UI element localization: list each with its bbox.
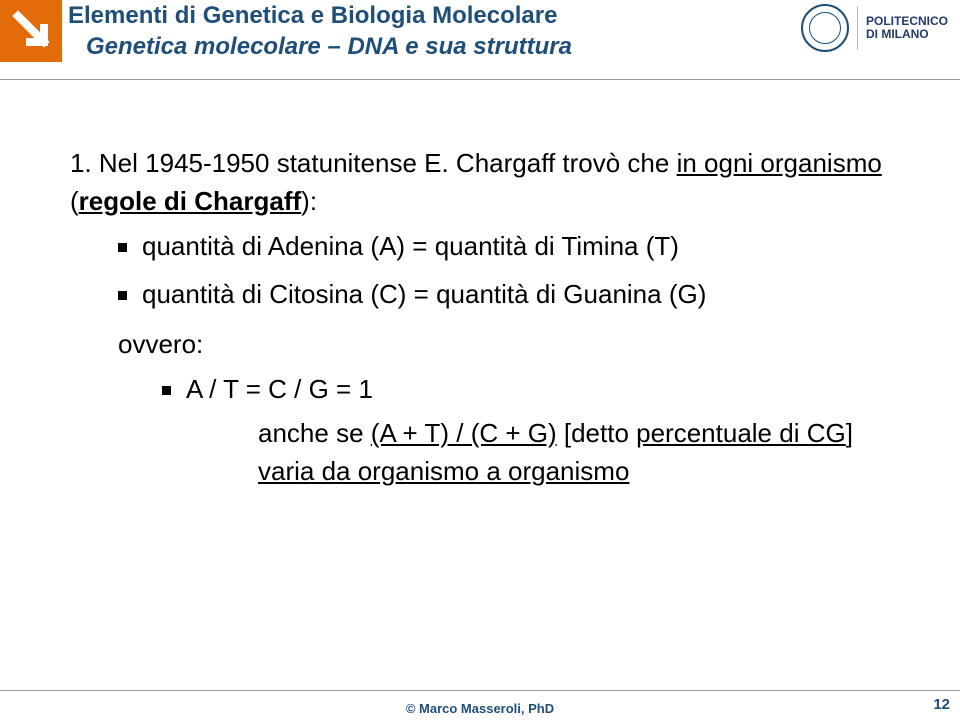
institution-logo: POLITECNICO DI MILANO bbox=[801, 4, 948, 52]
sub-prefix: anche se bbox=[258, 418, 371, 448]
p1-underline-1: in ogni organismo bbox=[677, 148, 882, 178]
brand-line2: DI MILANO bbox=[866, 28, 948, 41]
sub-note: anche se (A + T) / (C + G) [detto percen… bbox=[258, 415, 900, 490]
p1-prefix: 1. Nel 1945-1950 statunitense E. Chargaf… bbox=[70, 148, 677, 178]
slide-body: 1. Nel 1945-1950 statunitense E. Chargaf… bbox=[70, 145, 900, 499]
sub-mid: [detto bbox=[557, 418, 637, 448]
paragraph-1: 1. Nel 1945-1950 statunitense E. Chargaf… bbox=[70, 145, 900, 220]
page-number: 12 bbox=[933, 696, 950, 713]
bullet-ratio: A / T = C / G = 1 anche se (A + T) / (C … bbox=[162, 371, 900, 490]
seal-icon bbox=[801, 4, 849, 52]
title-block: Elementi di Genetica e Biologia Molecola… bbox=[68, 2, 572, 63]
copyright: © Marco Masseroli, PhD bbox=[406, 701, 554, 716]
p1-rule-name: regole di Chargaff bbox=[79, 186, 301, 216]
sub-u1: (A + T) / (C + G) bbox=[371, 418, 557, 448]
p1-suffix: ): bbox=[301, 186, 317, 216]
p1-mid: ( bbox=[70, 186, 79, 216]
logo-divider bbox=[857, 6, 858, 50]
ratio-text: A / T = C / G = 1 bbox=[186, 374, 373, 404]
title-sub: Genetica molecolare – DNA e sua struttur… bbox=[86, 31, 572, 63]
title-main: Elementi di Genetica e Biologia Molecola… bbox=[68, 2, 572, 31]
sub-after-u2: ] bbox=[846, 418, 853, 448]
bullet-list-2: A / T = C / G = 1 anche se (A + T) / (C … bbox=[162, 371, 900, 490]
slide-footer: © Marco Masseroli, PhD 12 bbox=[0, 690, 960, 716]
brand-text: POLITECNICO DI MILANO bbox=[866, 15, 948, 41]
bullet-2: quantità di Citosina (C) = quantità di G… bbox=[118, 276, 900, 314]
bullet-list-1: quantità di Adenina (A) = quantità di Ti… bbox=[118, 228, 900, 313]
corner-badge bbox=[0, 0, 62, 62]
bullet-1: quantità di Adenina (A) = quantità di Ti… bbox=[118, 228, 900, 266]
slide-header: Elementi di Genetica e Biologia Molecola… bbox=[0, 0, 960, 80]
sub-u2: percentuale di CG bbox=[636, 418, 846, 448]
sub-line2: varia da organismo a organismo bbox=[258, 456, 629, 486]
ovvero-label: ovvero: bbox=[118, 326, 900, 364]
